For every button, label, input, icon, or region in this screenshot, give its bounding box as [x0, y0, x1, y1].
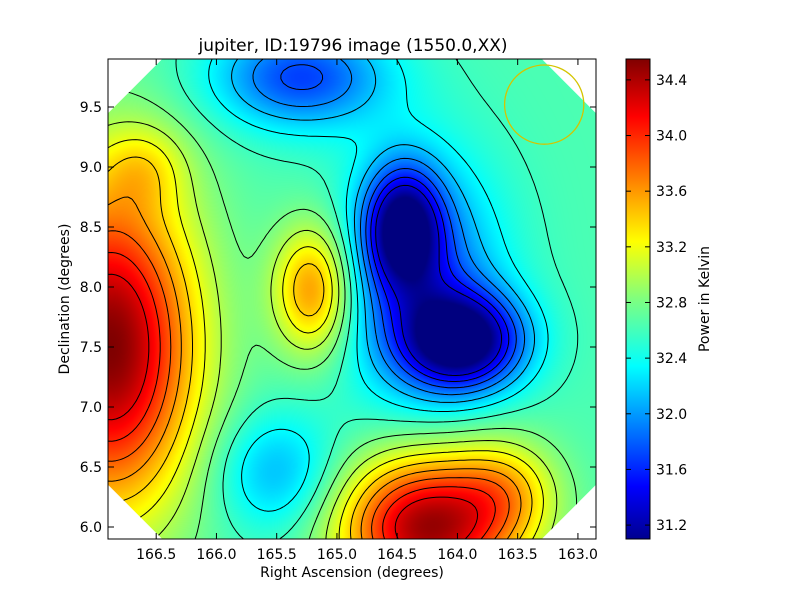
colorbar-tick-label: 32.8	[656, 295, 687, 311]
heatmap-image	[108, 59, 596, 539]
x-tick-label: 163.5	[498, 547, 538, 563]
colorbar: 31.2 31.6 32.0 32.4 32.8 33.2 33.6 34.0 34.4 Pow…	[625, 58, 713, 540]
y-tick-label: 7.5	[80, 340, 102, 356]
colorbar-gradient	[625, 58, 651, 540]
y-tick-label: 9.0	[80, 160, 102, 176]
contour-line	[108, 273, 479, 539]
y-axis-ticks: 6.0 6.5 7.0 7.5 8.0 8.5 9.0 9.5	[80, 100, 596, 536]
beam-circle-outline	[503, 64, 585, 145]
y-tick-label: 6.5	[80, 460, 102, 476]
y-axis-label: Declination (degrees)	[57, 224, 73, 375]
colorbar-tick-label: 32.4	[656, 351, 687, 367]
contour-line	[252, 59, 526, 396]
x-axis-ticks: 166.5 166.0 165.5 165.0 164.5 164.0 163.5 163.0	[136, 59, 598, 563]
x-axis-label: Right Ascension (degrees)	[260, 565, 444, 581]
contour-line	[208, 59, 549, 512]
contour-line	[108, 196, 522, 539]
contour-line	[108, 252, 496, 539]
colorbar-tick-label: 33.6	[656, 184, 687, 200]
colorbar-tick-label: 34.4	[656, 73, 687, 89]
colorbar-ticks: 31.2 31.6 32.0 32.4 32.8 33.2 33.6 34.0 34.4	[626, 73, 687, 534]
contour-line	[231, 59, 535, 403]
y-tick-label: 7.0	[80, 400, 102, 416]
y-tick-label: 9.5	[80, 100, 102, 116]
colorbar-tick-label: 31.6	[656, 462, 687, 478]
plot-area	[107, 58, 597, 540]
colorbar-tick-label: 31.2	[656, 518, 687, 534]
y-tick-label: 8.0	[80, 280, 102, 296]
contour-line	[175, 59, 579, 539]
y-tick-label: 8.5	[80, 220, 102, 236]
colorbar-label: Power in Kelvin	[697, 246, 713, 352]
contour-line	[375, 184, 503, 376]
plot-frame	[107, 58, 597, 540]
colorbar-tick-label: 32.0	[656, 407, 687, 423]
x-tick-label: 165.5	[257, 547, 297, 563]
x-tick-label: 164.0	[437, 547, 477, 563]
colorbar-tick-label: 33.2	[656, 240, 687, 256]
contour-line	[280, 64, 517, 389]
colorbar-tick-label: 34.0	[656, 129, 687, 145]
beam-circle	[503, 64, 585, 145]
x-tick-label: 166.5	[136, 547, 176, 563]
x-tick-label: 163.0	[558, 547, 598, 563]
y-tick-label: 6.0	[80, 520, 102, 536]
contour-line	[108, 139, 544, 539]
contour-lines	[108, 59, 579, 539]
chart-title: jupiter, ID:19796 image (1550.0,XX)	[197, 36, 507, 56]
contour-line	[108, 121, 558, 539]
x-tick-label: 164.5	[377, 547, 417, 563]
x-tick-label: 166.0	[196, 547, 236, 563]
contour-line	[370, 176, 510, 382]
contour-line	[108, 230, 510, 539]
x-tick-label: 165.0	[317, 547, 357, 563]
